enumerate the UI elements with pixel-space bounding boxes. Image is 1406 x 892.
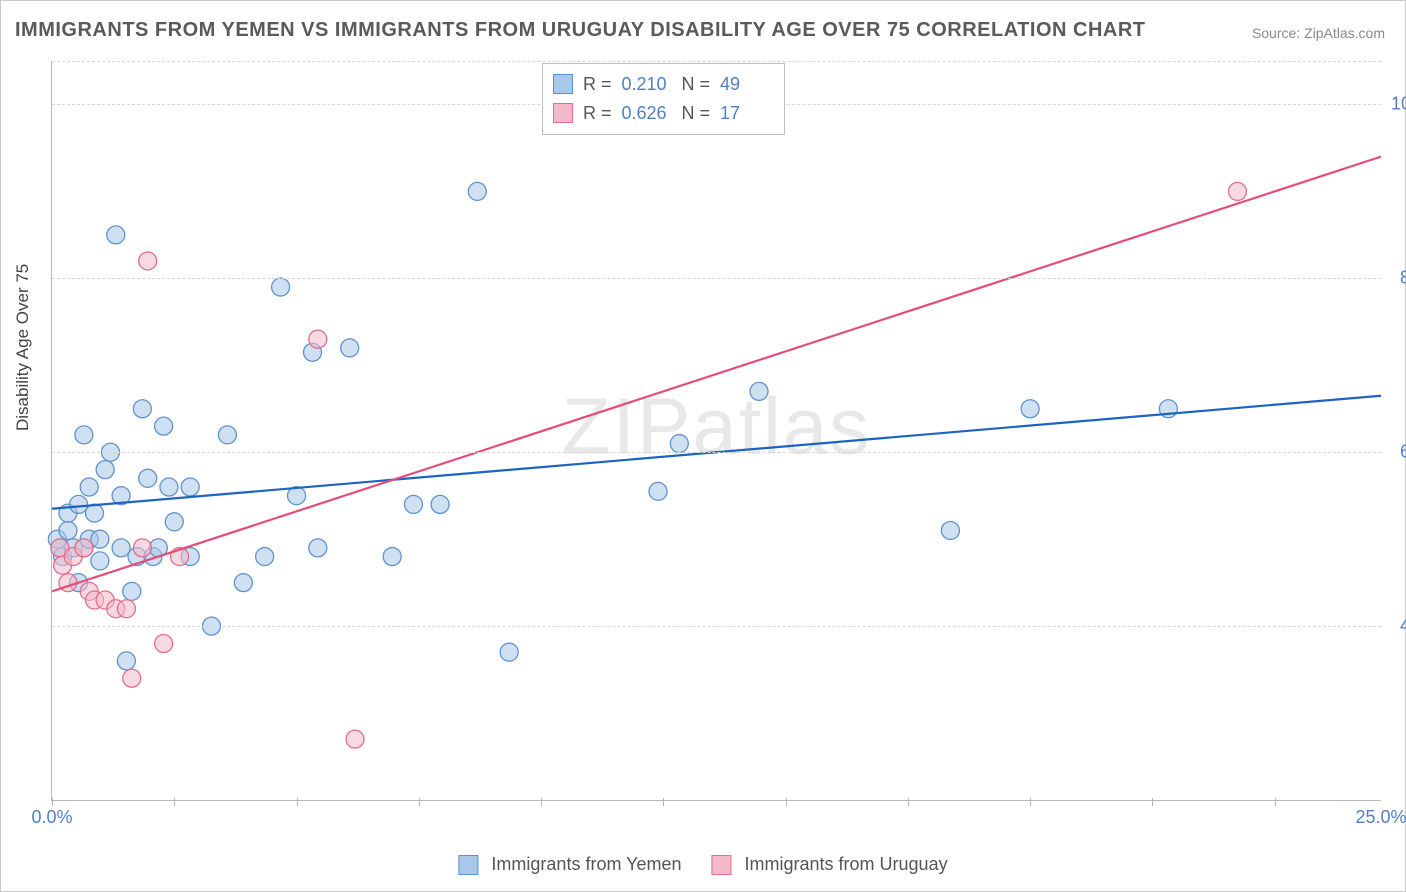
r-value-1: 0.210 (622, 70, 672, 99)
swatch-series-2 (553, 103, 573, 123)
y-axis-label: Disability Age Over 75 (13, 264, 33, 431)
swatch-series-1 (553, 74, 573, 94)
stats-row-1: R = 0.210 N = 49 (553, 70, 770, 99)
r-value-2: 0.626 (622, 99, 672, 128)
source-label: Source: ZipAtlas.com (1252, 25, 1385, 41)
chart-svg (52, 61, 1381, 800)
series-legend: Immigrants from Yemen Immigrants from Ur… (458, 854, 947, 875)
legend-item-2: Immigrants from Uruguay (712, 854, 948, 875)
r-label: R = (583, 99, 612, 128)
r-label: R = (583, 70, 612, 99)
n-value-2: 17 (720, 99, 770, 128)
stats-row-2: R = 0.626 N = 17 (553, 99, 770, 128)
legend-label-2: Immigrants from Uruguay (745, 854, 948, 874)
chart-frame: IMMIGRANTS FROM YEMEN VS IMMIGRANTS FROM… (0, 0, 1406, 892)
plot-area: ZIPatlas R = 0.210 N = 49 R = 0.626 N = … (51, 61, 1381, 801)
n-label: N = (682, 99, 711, 128)
legend-item-1: Immigrants from Yemen (458, 854, 681, 875)
legend-swatch-2 (712, 855, 732, 875)
stats-legend: R = 0.210 N = 49 R = 0.626 N = 17 (542, 63, 785, 135)
legend-swatch-1 (458, 855, 478, 875)
legend-label-1: Immigrants from Yemen (491, 854, 681, 874)
n-label: N = (682, 70, 711, 99)
n-value-1: 49 (720, 70, 770, 99)
chart-title: IMMIGRANTS FROM YEMEN VS IMMIGRANTS FROM… (15, 19, 1146, 42)
